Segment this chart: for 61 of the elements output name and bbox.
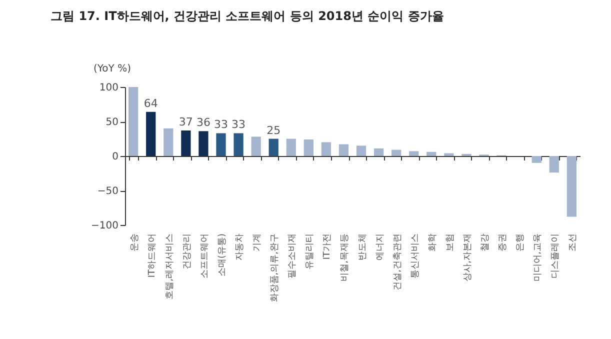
x-tick-label: 소프트웨어 xyxy=(200,234,210,278)
bar xyxy=(426,152,436,156)
y-tick-label: 100 xyxy=(99,82,118,94)
x-tick-label: 자동차 xyxy=(235,234,246,260)
data-label: 33 xyxy=(232,118,246,132)
x-tick-label: 에너지 xyxy=(375,234,386,260)
bar xyxy=(216,133,226,156)
x-tick-label: 호텔,레저서비스 xyxy=(164,234,175,300)
x-tick-label: 은행 xyxy=(516,234,526,252)
bar xyxy=(304,139,314,156)
x-tick-label: 상사,자본재 xyxy=(462,234,473,282)
x-tick-label: 증권 xyxy=(498,234,508,252)
x-tick-label: 통신서비스 xyxy=(410,234,420,278)
bar xyxy=(532,156,542,163)
x-tick-label: 화장품,의류,완구 xyxy=(270,234,280,302)
chart-title: 그림 17. IT하드웨어, 건강관리 소프트웨어 등의 2018년 순이익 증가율 xyxy=(50,9,444,23)
bar xyxy=(251,136,261,156)
x-tick-label: 건설,건축관련 xyxy=(392,234,403,290)
bar xyxy=(128,87,138,156)
x-tick-label: 반도체 xyxy=(358,234,368,260)
bar xyxy=(409,151,419,156)
x-tick-label: 소매(유통) xyxy=(217,234,228,277)
data-label: 37 xyxy=(178,115,193,128)
bar xyxy=(356,146,366,156)
x-tick-label: 비철,목재등 xyxy=(340,234,350,282)
x-tick-label: 조선 xyxy=(568,234,578,252)
bar xyxy=(392,150,402,156)
data-label: 33 xyxy=(214,118,228,132)
bar xyxy=(286,138,296,156)
x-tick-label: 유틸리티 xyxy=(305,234,316,270)
bar xyxy=(321,142,332,156)
y-tick-label: 0 xyxy=(112,152,118,162)
bar xyxy=(444,153,454,156)
x-tick-label: IT하드웨어 xyxy=(147,234,158,278)
bar xyxy=(566,156,576,217)
x-tick-label: 기계 xyxy=(252,234,263,252)
x-tick-label: 디스플레이 xyxy=(550,234,561,278)
data-label: 36 xyxy=(196,116,210,130)
x-tick-label: 미디어,교육 xyxy=(533,234,544,282)
x-tick-label: 철강 xyxy=(480,234,491,252)
data-label: 64 xyxy=(144,96,158,110)
bar xyxy=(268,138,278,156)
bar xyxy=(198,131,208,156)
bar xyxy=(146,112,156,156)
bar xyxy=(549,156,559,173)
bar xyxy=(234,133,244,156)
bar xyxy=(374,148,384,156)
bar xyxy=(338,144,349,156)
y-tick-label: −50 xyxy=(97,186,118,197)
y-tick-label: 50 xyxy=(106,117,118,128)
bar xyxy=(164,128,174,156)
y-axis-title: (YoY %) xyxy=(94,64,132,74)
x-tick-label: IT가전 xyxy=(322,234,333,260)
x-tick-label: 필수소비재 xyxy=(288,234,298,278)
y-tick-label: −100 xyxy=(91,220,118,232)
x-tick-label: 건강관리 xyxy=(182,234,192,270)
data-label: 25 xyxy=(266,124,281,137)
x-tick-label: 운송 xyxy=(130,234,140,252)
x-tick-label: 보험 xyxy=(445,234,456,252)
bar xyxy=(181,130,191,156)
x-tick-label: 화학 xyxy=(428,234,438,252)
